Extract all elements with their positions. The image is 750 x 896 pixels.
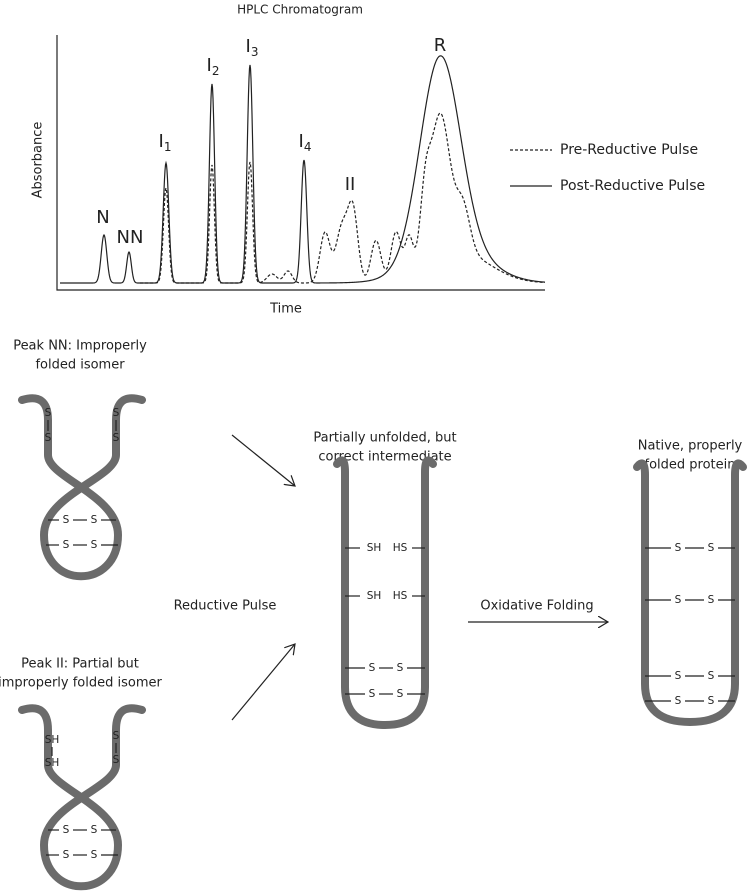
bond-label: S — [45, 407, 52, 419]
protein-strand — [18, 704, 146, 891]
legend-label: Post-Reductive Pulse — [560, 178, 705, 194]
peak-label: I3 — [246, 36, 259, 59]
peak-label-subscript: 4 — [304, 140, 312, 154]
bond-label: S — [675, 594, 682, 606]
axes — [56, 35, 545, 291]
bond-label: S — [708, 542, 715, 554]
peak-label: I1 — [159, 131, 172, 154]
post-trace — [60, 55, 546, 284]
arrow-label: Reductive Pulse — [174, 599, 277, 614]
bond-label: SH — [367, 590, 382, 602]
bond-label: S — [369, 662, 376, 674]
bond-label: S — [708, 695, 715, 707]
bond-label: S — [708, 670, 715, 682]
bond-label: SH — [45, 734, 60, 746]
arrow — [231, 644, 295, 721]
peak-label-text: II — [345, 174, 356, 195]
peak-label: R — [434, 35, 447, 56]
bond-label: S — [91, 514, 98, 526]
pre-trace — [140, 112, 546, 284]
bond-label: S — [397, 688, 404, 700]
arrow — [231, 434, 295, 486]
structure-caption: Peak NN: Improperly — [13, 339, 147, 354]
peak-label: I2 — [207, 55, 220, 78]
peak-label-subscript: 2 — [212, 64, 220, 78]
peak-label-text: I — [299, 131, 304, 152]
structure-caption: Peak II: Partial but — [21, 657, 139, 672]
peak-label-text: I — [207, 55, 212, 76]
peak-label: NN — [117, 227, 144, 248]
peak-label-text: I — [159, 131, 164, 152]
bond-label: S — [91, 824, 98, 836]
bond-label: S — [113, 730, 120, 742]
structure-caption: folded protein — [645, 458, 736, 473]
structure-caption: Native, properly — [638, 439, 743, 454]
structure-caption: correct intermediate — [318, 450, 451, 465]
peak-label-subscript: 1 — [164, 140, 172, 154]
peak-label: II — [345, 174, 356, 195]
bond-label: S — [397, 662, 404, 674]
bond-label: S — [63, 849, 70, 861]
chart-title: HPLC Chromatogram — [237, 3, 363, 17]
bond-label: S — [675, 695, 682, 707]
bond-label: S — [369, 688, 376, 700]
bond-label: S — [63, 514, 70, 526]
peak-label-text: I — [246, 36, 251, 57]
bond-label: S — [91, 849, 98, 861]
peak-label-text: N — [96, 207, 109, 228]
structure-caption: improperly folded isomer — [0, 676, 162, 691]
x-axis-label: Time — [269, 302, 302, 317]
structure-caption: Partially unfolded, but — [313, 431, 456, 446]
arrow-label: Oxidative Folding — [480, 599, 593, 614]
protein-strand — [333, 456, 437, 730]
bond-label: S — [113, 432, 120, 444]
peak-label-subscript: 3 — [251, 45, 259, 59]
bond-label: HS — [393, 590, 408, 602]
bond-label: S — [708, 594, 715, 606]
bond-label: S — [91, 539, 98, 551]
bond-label: S — [45, 432, 52, 444]
bond-label: S — [675, 670, 682, 682]
peak-label: N — [96, 207, 109, 228]
bond-label: S — [113, 754, 120, 766]
bond-label: SH — [45, 757, 60, 769]
peak-label: I4 — [299, 131, 312, 154]
bond-label: S — [63, 824, 70, 836]
bond-label: HS — [393, 542, 408, 554]
bond-label: S — [113, 407, 120, 419]
legend-label: Pre-Reductive Pulse — [560, 142, 698, 158]
y-axis-label: Absorbance — [31, 122, 46, 199]
peak-label-text: R — [434, 35, 447, 56]
protein-strand — [633, 459, 747, 727]
protein-strand — [18, 394, 146, 581]
bond-label: S — [63, 539, 70, 551]
structure-caption: folded isomer — [35, 358, 125, 373]
bond-label: SH — [367, 542, 382, 554]
peak-label-text: NN — [117, 227, 144, 248]
bond-label: S — [675, 542, 682, 554]
